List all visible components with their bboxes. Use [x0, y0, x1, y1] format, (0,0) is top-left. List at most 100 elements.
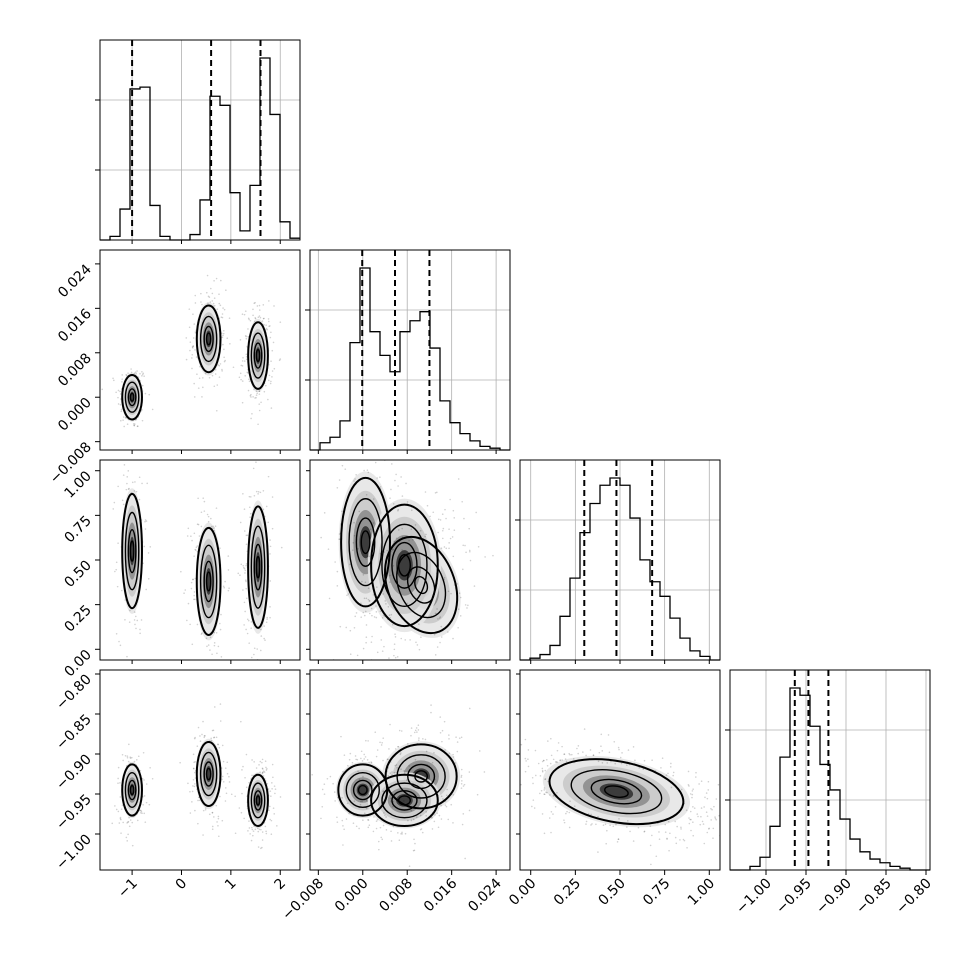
contour-line	[127, 779, 137, 801]
scatter-point	[597, 760, 600, 763]
scatter-point	[366, 759, 369, 761]
scatter-point	[211, 374, 214, 377]
scatter-point	[192, 785, 194, 787]
scatter-point	[133, 372, 136, 375]
scatter-point	[649, 825, 652, 828]
scatter-point	[492, 554, 494, 557]
scatter-point	[196, 373, 198, 375]
scatter-point	[143, 779, 145, 781]
scatter-point	[592, 754, 595, 756]
scatter-point	[188, 326, 191, 329]
scatter-point	[460, 768, 463, 771]
scatter-point	[269, 580, 272, 582]
scatter-point	[209, 301, 212, 303]
scatter-point	[267, 521, 270, 524]
panel-2-0	[112, 461, 283, 681]
scatter-point	[393, 648, 396, 651]
histogram-bars	[310, 267, 510, 451]
contour-line	[121, 492, 143, 610]
scatter-point	[352, 549, 354, 551]
scatter-point	[195, 546, 198, 549]
scatter-point	[240, 811, 243, 814]
scatter-point	[448, 542, 450, 544]
scatter-point	[122, 419, 124, 421]
scatter-point	[125, 417, 127, 419]
scatter-point	[552, 758, 555, 761]
scatter-point	[243, 508, 246, 510]
scatter-point	[431, 828, 434, 830]
scatter-point	[131, 821, 134, 824]
scatter-point	[127, 488, 130, 491]
scatter-point	[380, 626, 382, 628]
scatter-point	[218, 302, 221, 305]
scatter-point	[248, 318, 250, 321]
scatter-point	[626, 826, 628, 828]
scatter-point	[192, 337, 195, 339]
scatter-point	[672, 774, 674, 777]
scatter-point	[253, 664, 255, 666]
scatter-point	[269, 805, 271, 808]
scatter-point	[445, 517, 447, 520]
scatter-point	[367, 740, 369, 742]
scatter-point	[265, 832, 268, 835]
scatter-point	[417, 724, 420, 726]
scatter-point	[447, 631, 449, 633]
scatter-point	[618, 748, 620, 751]
scatter-point	[225, 289, 227, 292]
scatter-point	[210, 739, 213, 742]
scatter-point	[419, 814, 422, 817]
scatter-point	[210, 517, 212, 520]
scatter-point	[211, 811, 214, 814]
scatter-point	[135, 627, 137, 630]
scatter-point	[138, 498, 141, 501]
scatter-point	[120, 410, 123, 413]
scatter-point	[369, 425, 371, 427]
scatter-point	[127, 820, 130, 823]
scatter-point	[448, 547, 450, 550]
scatter-point	[382, 614, 385, 617]
scatter-point	[468, 527, 470, 530]
scatter-point	[268, 809, 270, 812]
scatter-point	[462, 813, 465, 815]
scatter-point	[240, 364, 243, 367]
panel-3-1	[311, 704, 486, 868]
scatter-point	[387, 775, 390, 777]
scatter-point	[670, 762, 672, 765]
scatter-point	[192, 345, 194, 348]
scatter-point	[140, 810, 143, 813]
scatter-point	[499, 743, 501, 745]
scatter-point	[355, 758, 357, 761]
scatter-point	[632, 840, 635, 842]
scatter-point	[219, 662, 221, 664]
scatter-point	[692, 788, 694, 790]
scatter-point	[381, 650, 384, 652]
scatter-point	[392, 548, 394, 551]
scatter-point	[573, 805, 576, 807]
scatter-point	[448, 734, 450, 736]
scatter-point	[208, 296, 211, 299]
scatter-point	[121, 753, 124, 756]
contour-line	[205, 332, 212, 346]
scatter-point	[261, 839, 264, 841]
scatter-point	[475, 779, 477, 781]
scatter-point	[232, 366, 235, 369]
scatter-point	[420, 828, 423, 830]
scatter-point	[392, 565, 395, 567]
scatter-point	[382, 790, 385, 792]
scatter-point	[412, 818, 415, 821]
density-level-3	[599, 783, 634, 800]
scatter-point	[132, 423, 135, 425]
scatter-point	[597, 851, 599, 853]
scatter-point	[375, 605, 377, 607]
x-tick-label: −1	[115, 876, 141, 902]
scatter-point	[203, 735, 206, 737]
scatter-point	[141, 679, 143, 681]
scatter-point	[441, 529, 444, 532]
scatter-point	[211, 300, 214, 302]
scatter-point	[254, 828, 257, 831]
scatter-point	[595, 823, 597, 826]
scatter-point	[355, 473, 357, 476]
scatter-point	[464, 544, 466, 547]
scatter-point	[448, 528, 450, 530]
scatter-point	[379, 486, 382, 488]
